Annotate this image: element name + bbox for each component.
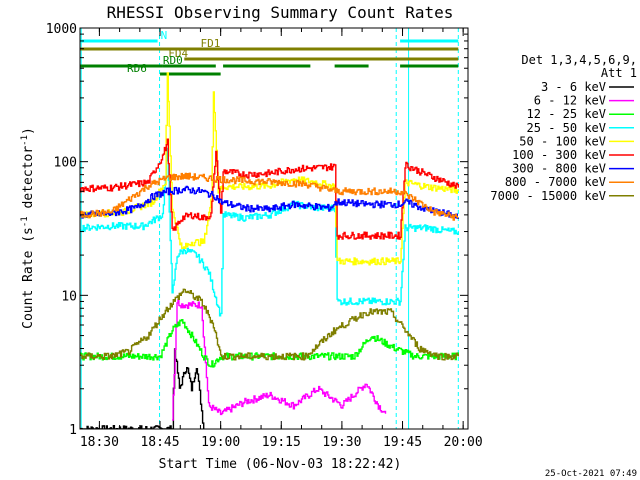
x-tick-label: 19:45 [383,435,422,450]
y-axis-label: Count Rate (s-1 detector-1) [20,127,36,329]
detector-info-line-1: Det 1,3,4,5,6,9, [521,53,637,67]
legend-label: 300 - 800 keV [512,162,606,176]
series-line-3 [80,147,459,317]
y-tick-label: 100 [54,156,77,171]
x-tick-label: 18:30 [80,435,119,450]
y-tick-label: 10 [61,289,77,304]
series-line-1 [172,299,387,421]
y-tick-label: 1000 [46,22,77,37]
chart-title: RHESSI Observing Summary Count Rates [107,3,454,22]
flag-label-rd6: RD6 [127,62,147,75]
legend-label: 100 - 300 keV [512,148,606,162]
legend-label: 50 - 100 keV [519,134,606,148]
detector-info-line-2: Att 1 [601,66,637,80]
x-tick-label: 19:30 [322,435,361,450]
series-line-2 [80,319,459,368]
legend-label: 12 - 25 keV [527,107,606,121]
legend-label: 7000 - 15000 keV [490,189,606,203]
legend-label: 25 - 50 keV [527,121,606,135]
plot-area [80,28,459,429]
flag-label-rd0: RD0 [163,54,183,67]
x-axis-label: Start Time (06-Nov-03 18:22:42) [159,457,402,472]
series-line-6 [80,185,459,219]
y-axis: 1 10 100 1000 [46,22,468,438]
series-line-5 [80,138,459,240]
x-tick-label: 19:15 [262,435,301,450]
legend-label: 6 - 12 keV [534,94,606,108]
flag-label-fd1: FD1 [201,37,221,50]
flag-label-n: N [161,29,168,42]
series-line-7 [80,172,459,221]
x-tick-label: 20:00 [444,435,483,450]
legend-label: 800 - 7000 keV [505,175,606,189]
x-tick-label: 18:45 [140,435,179,450]
series-line-8 [80,288,459,361]
x-tick-label: 19:00 [201,435,240,450]
flag-label-fd4: FD4 [168,47,188,60]
generation-timestamp: 25-Oct-2021 07:49 [545,469,637,479]
x-axis: 18:30 18:45 19:00 19:15 19:30 19:45 20:00 [80,28,483,450]
series-line-0 [80,348,205,429]
legend-label: 3 - 6 keV [541,80,606,94]
y-tick-label: 1 [69,423,77,438]
plot-frame [79,27,469,430]
